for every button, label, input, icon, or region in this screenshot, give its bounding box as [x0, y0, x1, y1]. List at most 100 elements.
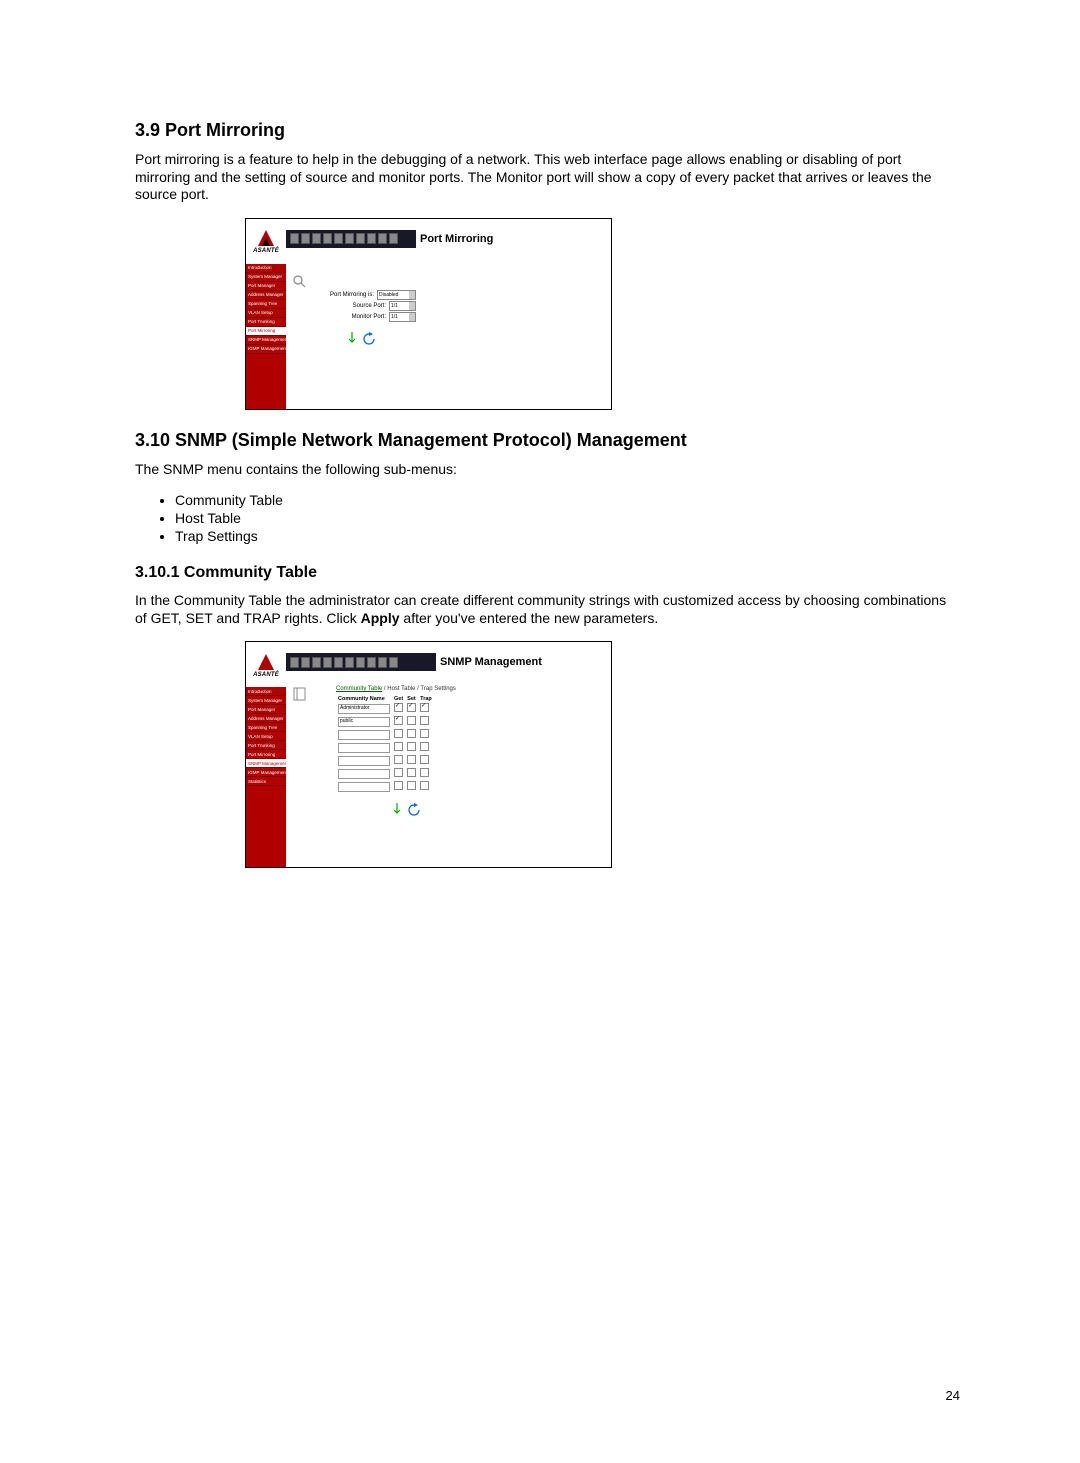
trap-checkbox[interactable] — [420, 729, 429, 738]
sidebar-item[interactable]: Port Mirroring — [246, 750, 286, 759]
ss2-brand: ASANTÉ — [253, 672, 279, 678]
community-name-input[interactable]: Administrator — [338, 704, 390, 714]
sidebar-item[interactable]: Spanning Tree — [246, 300, 286, 309]
reload-button[interactable] — [362, 332, 376, 346]
para-3-10-intro: The SNMP menu contains the following sub… — [135, 461, 960, 479]
ss1-buttons — [296, 332, 426, 346]
ss2-nav: Introduction System Manager Port Manager… — [246, 687, 286, 867]
asante-logo-icon — [256, 228, 276, 248]
tab-trap[interactable]: Trap Settings — [420, 686, 455, 692]
set-checkbox[interactable] — [407, 742, 416, 751]
trap-checkbox[interactable] — [420, 703, 429, 712]
sidebar-item[interactable]: Address Manager — [246, 291, 286, 300]
community-name-input[interactable] — [338, 769, 390, 779]
ss2-sidebar: ASANTÉ Introduction System Manager Port … — [246, 642, 286, 867]
sidebar-item[interactable]: Address Manager — [246, 714, 286, 723]
community-name-input[interactable] — [338, 743, 390, 753]
set-checkbox[interactable] — [407, 729, 416, 738]
ss1-title: Port Mirroring — [420, 233, 493, 245]
community-name-input[interactable]: public — [338, 717, 390, 727]
port-indicator — [312, 233, 321, 244]
port-indicator — [301, 233, 310, 244]
sidebar-item[interactable]: Port Trunking — [246, 318, 286, 327]
trap-checkbox[interactable] — [420, 716, 429, 725]
ss1-brand: ASANTÉ — [253, 248, 279, 254]
sidebar-item[interactable]: Statistics — [246, 777, 286, 786]
get-checkbox[interactable] — [394, 781, 403, 790]
table-row — [336, 741, 434, 754]
monitor-label: Monitor Port: — [352, 314, 386, 320]
sidebar-item[interactable]: System Manager — [246, 273, 286, 282]
ss2-title: SNMP Management — [440, 656, 542, 668]
heading-3-9: 3.9 Port Mirroring — [135, 120, 960, 141]
get-checkbox[interactable] — [394, 768, 403, 777]
para-text: after you've entered the new parameters. — [400, 610, 659, 626]
get-checkbox[interactable] — [394, 755, 403, 764]
set-checkbox[interactable] — [407, 755, 416, 764]
monitor-select[interactable]: 1/1 — [389, 312, 416, 322]
snmp-tabs: Community Table / Host Table / Trap Sett… — [336, 686, 606, 692]
apply-button[interactable] — [346, 332, 358, 346]
source-label: Source Port: — [353, 303, 386, 309]
community-name-input[interactable] — [338, 756, 390, 766]
port-indicator — [389, 233, 398, 244]
trap-checkbox[interactable] — [420, 768, 429, 777]
table-row — [336, 728, 434, 741]
reload-button[interactable] — [407, 803, 421, 817]
set-checkbox[interactable] — [407, 781, 416, 790]
sidebar-item[interactable]: Introduction — [246, 264, 286, 273]
set-checkbox[interactable] — [407, 768, 416, 777]
sidebar-item[interactable]: SNMP Management — [246, 336, 286, 345]
sidebar-item-active[interactable]: Port Mirroring — [246, 327, 286, 336]
get-checkbox[interactable] — [394, 729, 403, 738]
table-row — [336, 780, 434, 793]
sidebar-item[interactable]: Port Manager — [246, 282, 286, 291]
mirroring-select[interactable]: Disabled — [377, 290, 416, 300]
community-name-input[interactable] — [338, 782, 390, 792]
port-indicator — [356, 233, 365, 244]
apply-button[interactable] — [391, 803, 403, 817]
port-indicator — [290, 657, 299, 668]
source-select[interactable]: 1/1 — [389, 301, 416, 311]
port-indicator — [323, 233, 332, 244]
port-indicator — [334, 657, 343, 668]
sidebar-item[interactable]: Spanning Tree — [246, 723, 286, 732]
para-bold: Apply — [361, 610, 400, 626]
table-row — [336, 767, 434, 780]
ss1-sidebar: ASANTÉ Introduction System Manager Port … — [246, 219, 286, 409]
port-indicator — [378, 233, 387, 244]
mirroring-label: Port Mirroring is: — [330, 292, 374, 298]
trap-checkbox[interactable] — [420, 781, 429, 790]
community-name-input[interactable] — [338, 730, 390, 740]
set-checkbox[interactable] — [407, 703, 416, 712]
sidebar-item[interactable]: IGMP Management — [246, 768, 286, 777]
heading-3-10: 3.10 SNMP (Simple Network Management Pro… — [135, 430, 960, 451]
snmp-submenus: Community Table Host Table Trap Settings — [175, 492, 960, 544]
port-indicator — [334, 233, 343, 244]
sidebar-item[interactable]: Introduction — [246, 687, 286, 696]
get-checkbox[interactable] — [394, 703, 403, 712]
trap-checkbox[interactable] — [420, 755, 429, 764]
port-indicator — [389, 657, 398, 668]
set-checkbox[interactable] — [407, 716, 416, 725]
sidebar-item[interactable]: Port Manager — [246, 705, 286, 714]
get-checkbox[interactable] — [394, 742, 403, 751]
screenshot-port-mirroring: ASANTÉ Introduction System Manager Port … — [245, 218, 612, 410]
sidebar-item[interactable]: IGMP Management — [246, 345, 286, 354]
sidebar-item[interactable]: VLAN Setup — [246, 309, 286, 318]
para-3-9: Port mirroring is a feature to help in t… — [135, 151, 960, 204]
tab-host[interactable]: Host Table — [387, 686, 415, 692]
tab-community[interactable]: Community Table — [336, 686, 382, 692]
sidebar-item[interactable]: VLAN Setup — [246, 732, 286, 741]
ss1-portbar — [286, 230, 416, 248]
sidebar-item-active[interactable]: SNMP Management — [246, 759, 286, 768]
ss2-doc-icon — [292, 687, 306, 703]
port-indicator — [356, 657, 365, 668]
sidebar-item[interactable]: System Manager — [246, 696, 286, 705]
port-indicator — [323, 657, 332, 668]
heading-3-10-1: 3.10.1 Community Table — [135, 564, 960, 582]
get-checkbox[interactable] — [394, 716, 403, 725]
ss1-nav: Introduction System Manager Port Manager… — [246, 264, 286, 409]
sidebar-item[interactable]: Port Trunking — [246, 741, 286, 750]
trap-checkbox[interactable] — [420, 742, 429, 751]
